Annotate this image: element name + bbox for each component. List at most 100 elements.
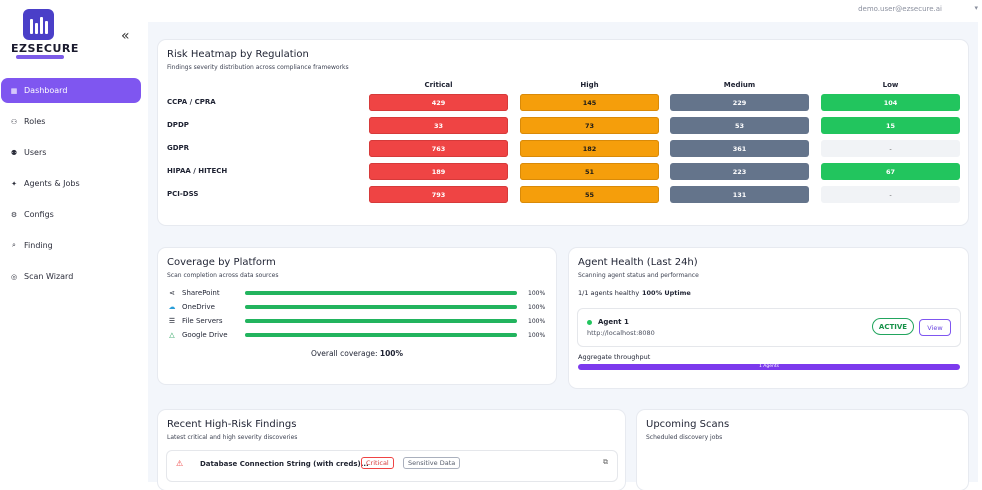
finding-item[interactable]: ⚠ Database Connection String (with creds…: [167, 451, 617, 481]
scans-title: Upcoming Scans: [646, 419, 730, 430]
sidebar-item-dashboard[interactable]: ▦ Dashboard: [1, 78, 141, 103]
heatmap-cell[interactable]: 73: [520, 117, 659, 134]
status-badge: ACTIVE: [872, 318, 914, 335]
coverage-card: Coverage by Platform Scan completion acr…: [158, 248, 556, 384]
platform-name: OneDrive: [182, 303, 215, 311]
platform-percent: 100%: [528, 303, 546, 311]
platform-name: File Servers: [182, 317, 223, 325]
agent-name: Agent 1: [598, 318, 629, 326]
coverage-subtitle: Scan completion across data sources: [167, 272, 279, 279]
heatmap-cell[interactable]: 33: [369, 117, 508, 134]
agent-health-card: Agent Health (Last 24h) Scanning agent s…: [569, 248, 968, 388]
sidebar-item-users[interactable]: ⚉ Users: [1, 140, 141, 165]
heatmap-cell[interactable]: 182: [520, 140, 659, 157]
brand-tagline-bar: [16, 55, 64, 59]
sidebar-item-roles[interactable]: ⚇ Roles: [1, 109, 141, 134]
sidebar-item-label: Roles: [24, 117, 46, 126]
view-agent-button[interactable]: View: [919, 319, 951, 336]
scans-card: Upcoming Scans Scheduled discovery jobs: [637, 410, 968, 490]
scan-icon: ◎: [10, 272, 18, 281]
platform-row: ☰ File Servers 100%: [167, 315, 547, 327]
heatmap-cell[interactable]: 763: [369, 140, 508, 157]
heatmap-cell[interactable]: 229: [670, 94, 809, 111]
heatmap-col-critical: Critical: [424, 81, 453, 89]
agents-healthy-text: 1/1 agents healthy: [578, 289, 640, 297]
logo-icon: [23, 9, 54, 40]
sidebar-item-finding[interactable]: ⌕ Finding: [1, 233, 141, 258]
agent-card: Agent 1 http://localhost:8080 ACTIVE Vie…: [578, 309, 960, 346]
heatmap-cell[interactable]: 67: [821, 163, 960, 180]
collapse-sidebar-icon[interactable]: «: [121, 28, 130, 44]
heatmap-row-label: CCPA / CPRA: [167, 98, 216, 106]
sidebar-item-label: Finding: [24, 241, 53, 250]
warning-icon: ⚠: [176, 459, 184, 468]
sidebar-nav: ▦ Dashboard ⚇ Roles ⚉ Users ✦ Agents & J…: [0, 78, 148, 295]
coverage-progress-bar: [245, 333, 517, 337]
sidebar-item-label: Scan Wizard: [24, 272, 74, 281]
uptime-text: 100% Uptime: [642, 289, 691, 297]
heatmap-cell[interactable]: 104: [821, 94, 960, 111]
share-icon: ⋖: [169, 289, 175, 297]
heatmap-cell[interactable]: 15: [821, 117, 960, 134]
heatmap-row-label: DPDP: [167, 121, 189, 129]
heatmap-cell[interactable]: 223: [670, 163, 809, 180]
heatmap-cell[interactable]: 131: [670, 186, 809, 203]
finding-title: Database Connection String (with creds).…: [200, 460, 369, 468]
heatmap-row-label: HIPAA / HITECH: [167, 167, 228, 175]
agent-health-title: Agent Health (Last 24h): [578, 257, 698, 268]
heatmap-cell[interactable]: 189: [369, 163, 508, 180]
heatmap-cell[interactable]: 361: [670, 140, 809, 157]
heatmap-cell[interactable]: 145: [520, 94, 659, 111]
coverage-progress-bar: [245, 291, 517, 295]
heatmap-col-high: High: [580, 81, 599, 89]
agent-health-subtitle: Scanning agent status and performance: [578, 272, 699, 279]
sidebar-item-label: Agents & Jobs: [24, 179, 80, 188]
severity-badge: Critical: [361, 457, 394, 469]
sidebar-item-label: Configs: [24, 210, 54, 219]
user-email[interactable]: demo.user@ezsecure.ai: [858, 5, 942, 13]
server-icon: ☰: [168, 317, 176, 325]
heatmap-row-label: PCI-DSS: [167, 190, 199, 198]
sidebar-item-agents-jobs[interactable]: ✦ Agents & Jobs: [1, 171, 141, 196]
external-link-icon[interactable]: ⧉: [603, 458, 608, 466]
status-dot-icon: [587, 320, 592, 325]
search-icon: ⌕: [12, 241, 16, 249]
category-badge: Sensitive Data: [403, 457, 461, 469]
platform-name: SharePoint: [182, 289, 220, 297]
scans-subtitle: Scheduled discovery jobs: [646, 434, 723, 441]
sidebar-item-configs[interactable]: ⚙ Configs: [1, 202, 141, 227]
heatmap-subtitle: Findings severity distribution across co…: [167, 64, 349, 71]
roles-icon: ⚇: [10, 117, 18, 126]
platform-row: △ Google Drive 100%: [167, 329, 547, 341]
platform-row: ☁ OneDrive 100%: [167, 301, 547, 313]
agent-url: http://localhost:8080: [587, 329, 655, 337]
heatmap-cell[interactable]: 53: [670, 117, 809, 134]
heatmap-card: Risk Heatmap by Regulation Findings seve…: [158, 40, 968, 225]
sidebar: EZSECURE « ▦ Dashboard ⚇ Roles ⚉ Users ✦…: [0, 0, 148, 482]
dashboard-icon: ▦: [10, 86, 18, 95]
coverage-progress-bar: [245, 305, 517, 309]
sidebar-item-label: Users: [24, 148, 47, 157]
heatmap-cell: -: [821, 140, 960, 157]
heatmap-cell[interactable]: 793: [369, 186, 508, 203]
platform-percent: 100%: [528, 289, 546, 297]
heatmap-cell[interactable]: 429: [369, 94, 508, 111]
main-content: Risk Heatmap by Regulation Findings seve…: [148, 22, 978, 490]
heatmap-cell[interactable]: 55: [520, 186, 659, 203]
heatmap-col-medium: Medium: [723, 81, 756, 89]
platform-percent: 100%: [528, 331, 546, 339]
platform-row: ⋖ SharePoint 100%: [167, 287, 547, 299]
overall-coverage-label: Overall coverage:: [310, 349, 378, 358]
heatmap-cell: -: [821, 186, 960, 203]
heatmap-cell[interactable]: 51: [520, 163, 659, 180]
sidebar-item-label: Dashboard: [24, 86, 68, 95]
findings-title: Recent High-Risk Findings: [167, 419, 297, 430]
throughput-label: Aggregate throughput: [578, 353, 651, 361]
coverage-progress-bar: [245, 319, 517, 323]
findings-card: Recent High-Risk Findings Latest critica…: [158, 410, 625, 490]
sidebar-item-scan-wizard[interactable]: ◎ Scan Wizard: [1, 264, 141, 289]
google-drive-icon: △: [169, 331, 175, 339]
cloud-icon: ☁: [168, 303, 176, 311]
findings-subtitle: Latest critical and high severity discov…: [167, 434, 298, 441]
chevron-down-icon[interactable]: ▾: [974, 4, 978, 12]
